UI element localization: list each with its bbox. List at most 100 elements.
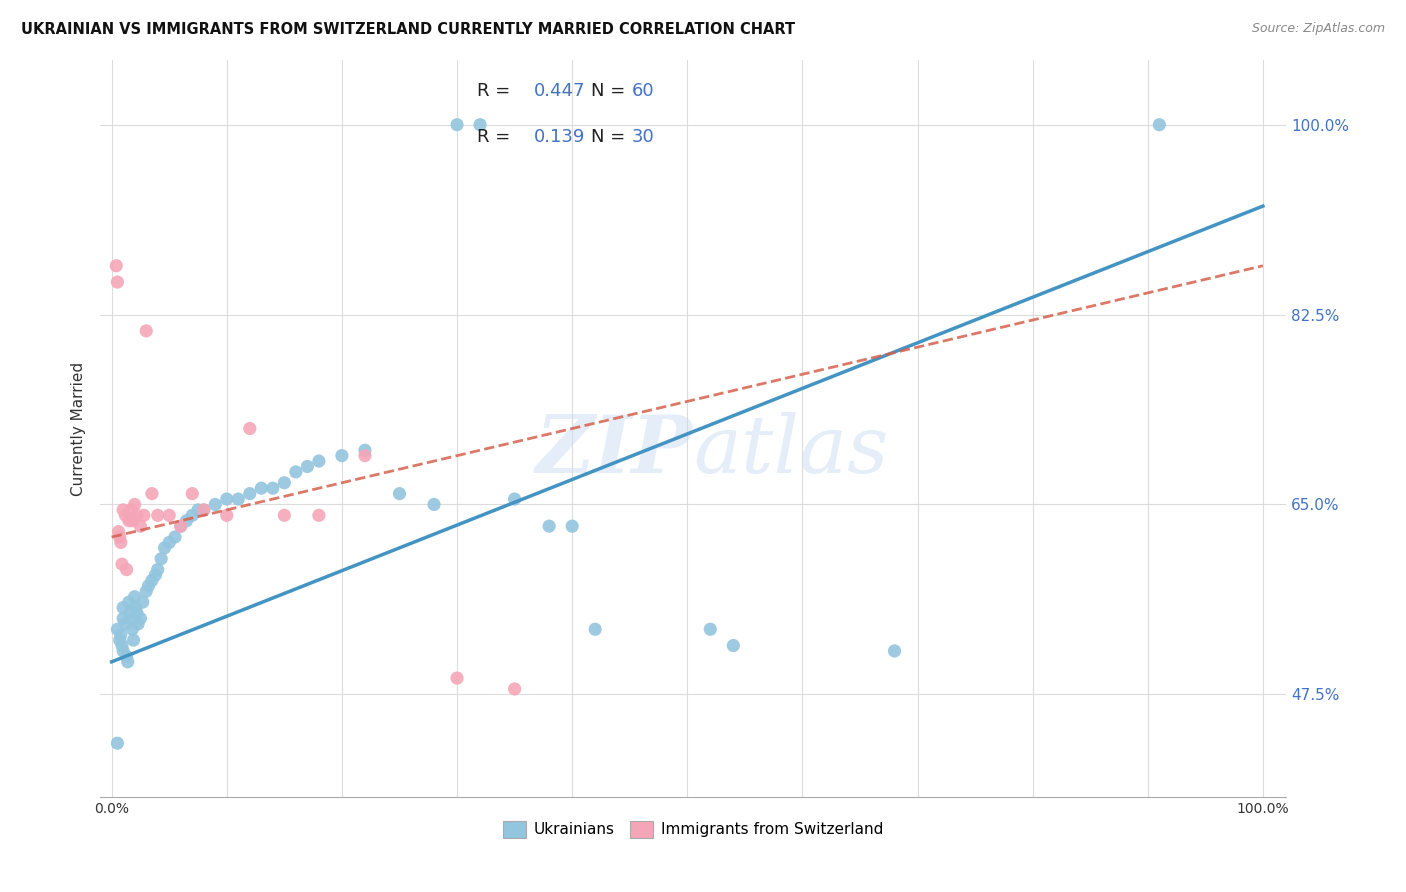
Text: N =: N =	[591, 128, 631, 146]
Point	[115, 563, 138, 577]
Point	[503, 491, 526, 506]
Point	[1149, 118, 1171, 132]
Point	[121, 514, 143, 528]
Point	[120, 606, 142, 620]
Point	[132, 508, 155, 523]
Point	[468, 118, 491, 132]
Point	[239, 421, 262, 435]
Point	[446, 118, 468, 132]
Point	[170, 519, 193, 533]
Text: R =: R =	[477, 128, 516, 146]
Point	[129, 611, 152, 625]
Point	[215, 491, 238, 506]
Point	[204, 498, 226, 512]
Text: Source: ZipAtlas.com: Source: ZipAtlas.com	[1251, 22, 1385, 36]
Point	[127, 616, 149, 631]
Point	[308, 508, 330, 523]
Text: N =: N =	[591, 81, 631, 100]
Text: 0.447: 0.447	[534, 81, 586, 100]
Point	[115, 649, 138, 664]
Point	[446, 671, 468, 685]
Point	[163, 530, 186, 544]
Point	[105, 275, 128, 289]
Point	[388, 486, 411, 500]
Point	[181, 486, 204, 500]
Point	[157, 508, 180, 523]
Point	[141, 574, 163, 588]
Point	[135, 324, 157, 338]
Point	[181, 508, 204, 523]
Point	[135, 584, 157, 599]
Point	[105, 259, 128, 273]
Point	[262, 481, 284, 495]
Point	[239, 486, 262, 500]
Point	[118, 514, 141, 528]
Point	[157, 535, 180, 549]
Point	[153, 541, 176, 555]
Point	[132, 595, 155, 609]
Point	[503, 681, 526, 696]
Text: 30: 30	[631, 128, 654, 146]
Point	[124, 498, 146, 512]
Legend: Ukrainians, Immigrants from Switzerland: Ukrainians, Immigrants from Switzerland	[495, 814, 890, 845]
Point	[118, 595, 141, 609]
Point	[125, 600, 148, 615]
Point	[129, 519, 152, 533]
Point	[146, 563, 169, 577]
Point	[110, 535, 132, 549]
Point	[176, 514, 198, 528]
Point	[297, 459, 319, 474]
Point	[273, 475, 295, 490]
Point	[114, 616, 136, 631]
Point	[561, 519, 583, 533]
Point	[150, 551, 173, 566]
Point	[105, 622, 128, 636]
Point	[108, 530, 131, 544]
Point	[193, 503, 215, 517]
Point	[121, 622, 143, 636]
Point	[107, 524, 129, 539]
Point	[146, 508, 169, 523]
Point	[723, 639, 745, 653]
Text: ZIP: ZIP	[536, 412, 693, 490]
Point	[120, 611, 142, 625]
Text: 0.139: 0.139	[534, 128, 585, 146]
Point	[250, 481, 273, 495]
Point	[108, 633, 131, 648]
Point	[124, 590, 146, 604]
Point	[110, 628, 132, 642]
Point	[284, 465, 307, 479]
Point	[538, 519, 561, 533]
Point	[423, 498, 446, 512]
Point	[138, 579, 160, 593]
Point	[125, 508, 148, 523]
Point	[114, 508, 136, 523]
Point	[583, 622, 606, 636]
Point	[112, 503, 135, 517]
Text: 60: 60	[631, 81, 654, 100]
Text: UKRAINIAN VS IMMIGRANTS FROM SWITZERLAND CURRENTLY MARRIED CORRELATION CHART: UKRAINIAN VS IMMIGRANTS FROM SWITZERLAND…	[21, 22, 796, 37]
Point	[226, 491, 249, 506]
Point	[112, 644, 135, 658]
Point	[122, 633, 145, 648]
Point	[117, 655, 139, 669]
Point	[187, 503, 209, 517]
Point	[111, 557, 134, 571]
Text: atlas: atlas	[693, 412, 889, 490]
Point	[120, 503, 142, 517]
Point	[308, 454, 330, 468]
Point	[170, 519, 193, 533]
Point	[125, 606, 148, 620]
Point	[112, 600, 135, 615]
Text: R =: R =	[477, 81, 516, 100]
Point	[193, 503, 215, 517]
Point	[354, 449, 377, 463]
Point	[273, 508, 295, 523]
Point	[141, 486, 163, 500]
Point	[105, 736, 128, 750]
Point	[354, 443, 377, 458]
Point	[145, 568, 167, 582]
Point	[699, 622, 721, 636]
Point	[883, 644, 905, 658]
Point	[112, 611, 135, 625]
